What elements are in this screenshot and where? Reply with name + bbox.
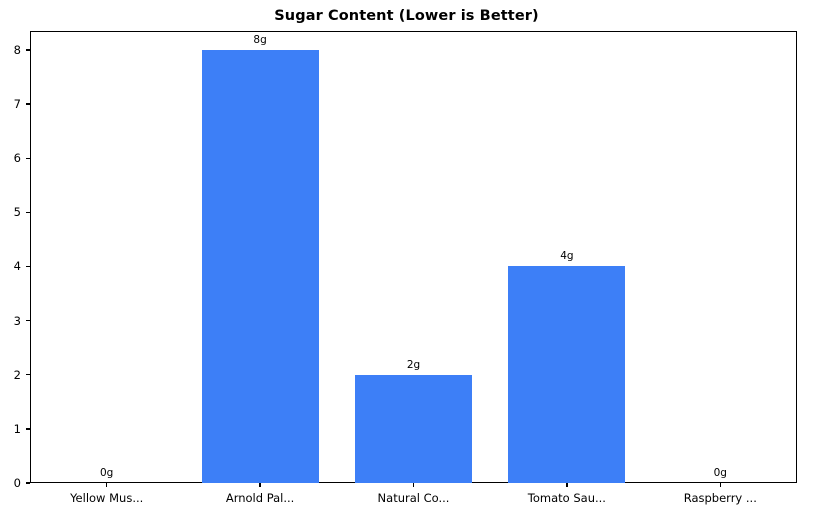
- x-tick-mark: [106, 483, 108, 487]
- y-tick-label: 3: [13, 313, 21, 328]
- y-tick-mark: [26, 319, 30, 322]
- y-tick-label: 4: [13, 259, 21, 274]
- y-tick-label: 7: [13, 97, 21, 112]
- y-tick-mark: [26, 374, 30, 376]
- bar: [355, 374, 472, 483]
- x-tick-label: Natural Co...: [377, 491, 450, 505]
- bar-value-label: 0g: [100, 467, 114, 479]
- y-tick-mark: [26, 157, 30, 159]
- bar-value-label: 8g: [253, 33, 267, 46]
- x-tick-mark: [719, 483, 721, 487]
- x-tick-label: Yellow Mus...: [70, 491, 144, 505]
- bar-value-label: 2g: [406, 358, 421, 371]
- y-tick-mark: [26, 211, 30, 213]
- y-tick-mark: [26, 103, 30, 105]
- x-tick-label: Arnold Pal...: [225, 491, 295, 505]
- y-tick-mark: [26, 265, 30, 268]
- x-tick-label: Raspberry ...: [683, 491, 757, 505]
- y-tick-mark: [26, 428, 30, 430]
- x-tick-mark: [566, 483, 568, 487]
- y-tick-mark: [26, 482, 30, 484]
- y-tick-label: 1: [13, 421, 21, 436]
- x-tick-mark: [412, 483, 415, 487]
- chart-title: Sugar Content (Lower is Better): [274, 8, 539, 24]
- x-tick-label: Tomato Sau...: [527, 491, 606, 505]
- y-tick-label: 0: [13, 476, 21, 490]
- x-tick-mark: [259, 483, 261, 487]
- y-tick-label: 6: [13, 151, 21, 166]
- bar-value-label: 0g: [713, 467, 727, 479]
- y-tick-label: 2: [13, 367, 21, 382]
- bar: [508, 266, 626, 483]
- y-tick-label: 8: [13, 42, 21, 57]
- bar-value-label: 4g: [560, 250, 574, 263]
- y-tick-mark: [26, 49, 30, 51]
- bar: [201, 49, 319, 483]
- y-tick-label: 5: [13, 205, 21, 220]
